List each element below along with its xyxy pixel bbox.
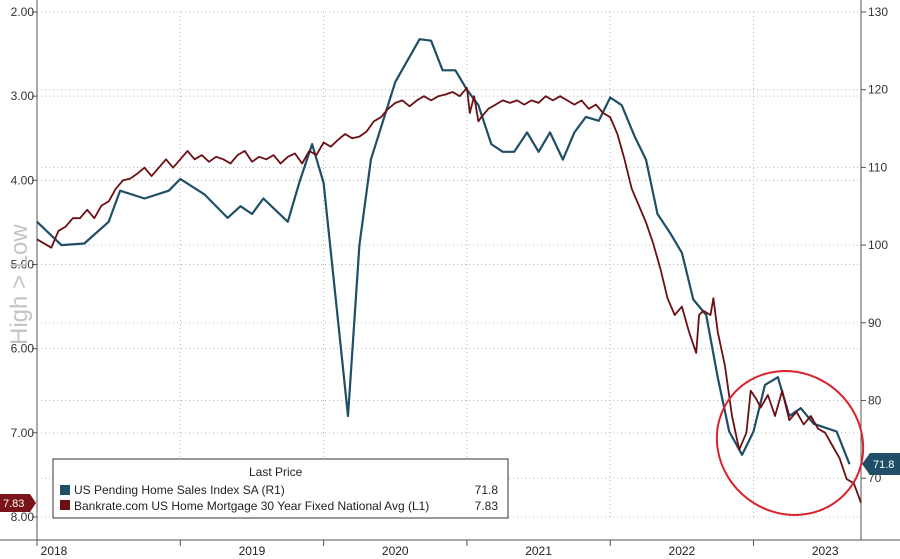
left-tick-label: 2.00 [11,5,35,19]
x-tick-label: 2020 [382,544,409,558]
left-tick-label: 7.00 [11,426,35,440]
right-tick-label: 130 [868,5,888,19]
legend: Last Price US Pending Home Sales Index S… [52,458,509,519]
x-axis: 2018 2019 2020 2021 2022 2023 [0,539,900,558]
right-tick-label: 110 [868,160,887,174]
left-axis: 2.00 3.00 4.00 5.00 6.00 7.00 8.00 [11,0,38,540]
left-tick-label: 5.00 [11,258,35,272]
right-tick-label: 90 [868,316,882,330]
series-line-pending [36,38,851,465]
left-tick-label: 3.00 [11,89,35,103]
right-tick-label: 100 [868,238,888,252]
legend-label-pending: US Pending Home Sales Index SA (R1) [74,483,285,497]
left-tick-label: 8.00 [11,510,35,524]
left-last-badge: 7.83 [0,494,36,512]
left-last-badge-text: 7.83 [3,498,24,510]
legend-swatch-pending [60,485,70,495]
series-layer [36,38,862,504]
left-last-badge-shape [0,494,36,512]
side-label: High > Low [6,224,33,345]
legend-title: Last Price [249,465,303,479]
highlight-ellipse [715,370,865,516]
right-last-badge-text: 71.8 [873,459,894,471]
x-tick-label: 2019 [239,544,266,558]
x-tick-label: 2023 [812,544,839,558]
legend-value-pending: 71.8 [475,483,499,497]
right-last-badge-shape [862,453,900,475]
left-tick-label: 6.00 [11,342,35,356]
series-line-mortgage [36,86,862,504]
left-tick-label: 4.00 [11,173,35,187]
legend-swatch-mortgage [60,500,70,510]
legend-value-mortgage: 7.83 [475,499,499,513]
legend-box [52,458,509,519]
right-tick-label: 80 [868,393,882,407]
x-tick-label: 2021 [525,544,552,558]
x-tick-label: 2022 [669,544,696,558]
legend-label-mortgage: Bankrate.com US Home Mortgage 30 Year Fi… [74,499,429,513]
right-tick-label: 120 [868,83,888,97]
x-tick-label: 2018 [41,544,68,558]
right-last-badge: 71.8 [862,453,900,475]
